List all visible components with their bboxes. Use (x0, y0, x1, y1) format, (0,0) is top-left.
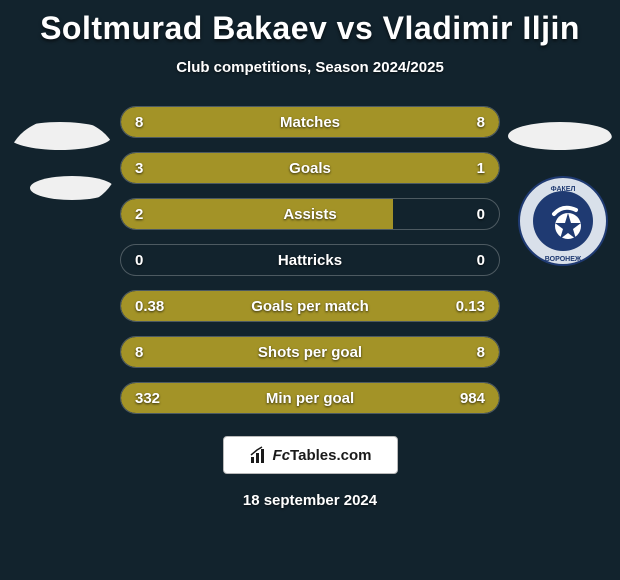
ellipse-shape (8, 122, 112, 150)
title: Soltmurad Bakaev vs Vladimir Iljin (0, 0, 620, 47)
subtitle: Club competitions, Season 2024/2025 (0, 59, 620, 76)
stat-label: Min per goal (121, 383, 499, 413)
stat-label: Matches (121, 107, 499, 137)
ellipse-shape (30, 176, 114, 200)
left-player-badge (8, 118, 118, 208)
bars-icon (249, 445, 269, 465)
stat-row: 0.38Goals per match0.13 (120, 290, 500, 322)
stat-label: Goals per match (121, 291, 499, 321)
stat-row: 2Assists0 (120, 198, 500, 230)
stat-value-right: 0 (477, 199, 485, 229)
date-label: 18 september 2024 (0, 492, 620, 509)
brand-badge: FcTables.com (223, 436, 398, 474)
club-crest-svg: ФАКЕЛ ВОРОНЕЖ (518, 176, 608, 266)
stat-value-right: 8 (477, 107, 485, 137)
stat-row: 332Min per goal984 (120, 382, 500, 414)
stat-row: 0Hattricks0 (120, 244, 500, 276)
right-player-badge (502, 118, 612, 158)
brand-suffix: Tables.com (290, 447, 371, 464)
brand-text: FcTables.com (273, 447, 372, 464)
stat-value-right: 0 (477, 245, 485, 275)
stat-label: Shots per goal (121, 337, 499, 367)
crest-text-top: ФАКЕЛ (551, 186, 576, 193)
comparison-card: Soltmurad Bakaev vs Vladimir Iljin Club … (0, 0, 620, 580)
club-crest: ФАКЕЛ ВОРОНЕЖ (518, 176, 608, 266)
stat-row: 8Shots per goal8 (120, 336, 500, 368)
stat-value-right: 8 (477, 337, 485, 367)
stat-value-right: 984 (460, 383, 485, 413)
stat-label: Goals (121, 153, 499, 183)
stat-label: Hattricks (121, 245, 499, 275)
stat-value-right: 1 (477, 153, 485, 183)
crest-text-bottom: ВОРОНЕЖ (545, 256, 582, 263)
stat-row: 3Goals1 (120, 152, 500, 184)
brand-prefix: Fc (273, 447, 291, 464)
stat-label: Assists (121, 199, 499, 229)
stats-list: 8Matches83Goals12Assists00Hattricks00.38… (120, 106, 500, 414)
stat-value-right: 0.13 (456, 291, 485, 321)
stat-row: 8Matches8 (120, 106, 500, 138)
ellipse-shape (508, 122, 612, 150)
